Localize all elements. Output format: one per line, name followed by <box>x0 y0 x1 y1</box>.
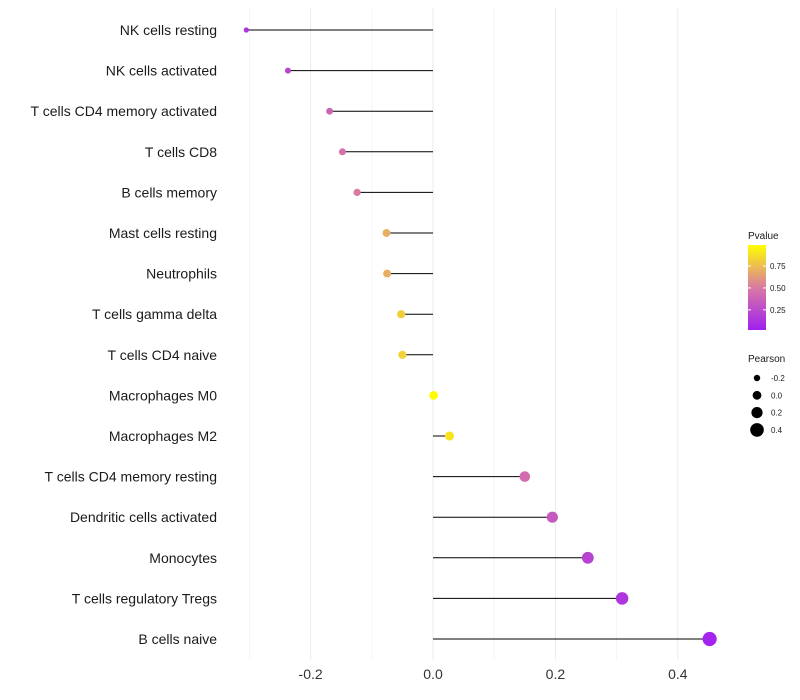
size-legend-dot-1 <box>752 390 762 400</box>
point-5 <box>382 229 391 237</box>
category-label-9: Macrophages M0 <box>109 387 217 403</box>
category-label-14: T cells regulatory Tregs <box>72 590 217 606</box>
lollipop-stems <box>246 29 710 640</box>
color-legend-label-1: 0.50 <box>770 284 786 293</box>
category-label-11: T cells CD4 memory resting <box>45 469 217 485</box>
category-label-5: Mast cells resting <box>109 225 217 241</box>
category-label-6: Neutrophils <box>146 266 217 282</box>
point-14 <box>615 592 629 605</box>
point-3 <box>338 148 346 156</box>
x-tick-label-2: 0.2 <box>546 666 566 682</box>
point-15 <box>702 631 717 647</box>
category-label-10: Macrophages M2 <box>109 428 217 444</box>
color-legend-label-2: 0.25 <box>770 306 786 315</box>
point-7 <box>397 310 406 319</box>
point-6 <box>383 269 392 278</box>
size-legend-label-0: -0.2 <box>771 374 785 383</box>
category-label-15: B cells naive <box>138 631 217 647</box>
point-8 <box>398 350 407 359</box>
point-4 <box>353 188 361 197</box>
category-labels: NK cells resting NK cells activated T cell… <box>31 22 218 647</box>
x-tick-label-0: -0.2 <box>299 666 323 682</box>
x-tick-label-3: 0.4 <box>668 666 688 682</box>
point-12 <box>546 511 558 523</box>
point-13 <box>581 551 594 564</box>
category-label-7: T cells gamma delta <box>92 306 217 322</box>
color-legend-title: Pvalue <box>748 231 779 242</box>
category-label-1: NK cells activated <box>106 63 217 79</box>
category-label-4: B cells memory <box>121 184 217 200</box>
size-legend-title: Pearson <box>748 354 785 365</box>
size-legend-dot-0 <box>753 374 761 382</box>
grid-lines <box>248 8 679 660</box>
size-legend-dot-3 <box>750 423 764 437</box>
size-legend-label-2: 0.2 <box>771 409 783 418</box>
category-label-12: Dendritic cells activated <box>70 509 217 525</box>
point-0 <box>243 27 249 33</box>
size-legend-dot-2 <box>751 407 763 419</box>
point-9 <box>429 390 439 400</box>
x-axis-ticks: -0.2 0.0 0.2 0.4 <box>299 666 688 682</box>
color-legend-label-0: 0.75 <box>770 262 786 271</box>
category-label-8: T cells CD4 naive <box>108 347 218 363</box>
category-label-2: T cells CD4 memory activated <box>31 103 217 119</box>
legend: Pvalue Pearson 0.75 0.50 0.25 -0.2 0.0 0.2 0.4 <box>748 231 786 437</box>
point-11 <box>519 471 531 482</box>
x-tick-label-1: 0.0 <box>423 666 443 682</box>
point-10 <box>444 431 455 441</box>
category-label-3: T cells CD8 <box>145 144 217 160</box>
point-1 <box>284 67 291 74</box>
category-label-13: Monocytes <box>149 550 217 566</box>
size-legend-label-1: 0.0 <box>771 391 783 400</box>
lollipop-points <box>243 27 717 647</box>
color-legend-bar <box>748 245 766 330</box>
category-label-0: NK cells resting <box>120 22 217 38</box>
size-legend-label-3: 0.4 <box>771 426 783 435</box>
point-2 <box>326 107 333 115</box>
